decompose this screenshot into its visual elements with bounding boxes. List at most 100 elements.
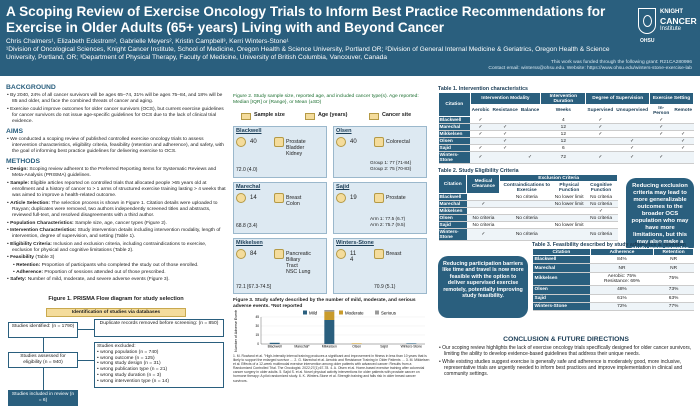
table-cell: ✓ xyxy=(490,123,520,131)
table-cell: ✓ xyxy=(672,130,694,138)
panel-groups: Arm 1: 77.5 (6.7) Arm 2: 75.7 (9.5) xyxy=(370,216,406,227)
table-cell xyxy=(585,137,615,145)
methods-heading: METHODS xyxy=(6,158,40,166)
figure3-caption: Figure 3. Study safety described by the … xyxy=(233,298,416,309)
table-row: Olsen No criteria No criteria No criteria xyxy=(438,214,618,222)
methods-bullet: • Design: Scoping review adherent to the… xyxy=(7,167,217,179)
table-cell: ✓ xyxy=(490,137,520,145)
table-row: Sajid 61% 63% xyxy=(532,294,694,303)
table-subheader: Balance xyxy=(518,104,542,117)
bullet-text: Exercise could improve outcomes for olde… xyxy=(10,106,224,124)
table-cell xyxy=(614,130,650,138)
person-icon xyxy=(236,193,246,203)
bullet-text: While existing studies suggest exercise … xyxy=(442,358,683,378)
reason-text: wrong intervention type (n = 14) xyxy=(100,378,169,384)
middle-column: Figure 2. Study sample size, reported ag… xyxy=(233,88,431,418)
table-cell xyxy=(585,144,615,152)
bullet-text: (Table 3) xyxy=(35,255,55,261)
poster-header: A Scoping Review of Exercise Oncology Tr… xyxy=(0,0,700,76)
arrow-down xyxy=(43,368,44,390)
legend-swatch xyxy=(303,310,307,315)
table-cell: 12 xyxy=(540,130,586,138)
table-row: Marechal ✓ No lower limit No criteria xyxy=(438,200,618,208)
table-cell: 12 xyxy=(540,123,586,131)
methods-bullet: • Article Selection: The selection proce… xyxy=(7,200,218,218)
excluded-reason: • wrong intervention type (n = 14) xyxy=(97,378,169,384)
contact-text: Contact email: winterss@ohsu.edu. Websit… xyxy=(488,65,692,71)
table-cell: 63% xyxy=(653,294,694,303)
panel-cancer: Breast Colon xyxy=(286,195,302,207)
row-citation: Mikkelsen xyxy=(438,207,467,215)
table-row: Sajid ✓ ✓ 6 ✓ ✓ xyxy=(438,144,694,152)
poster-title: A Scoping Review of Exercise Oncology Tr… xyxy=(6,4,606,35)
bullet-label: Sample: xyxy=(10,180,30,186)
table-cell xyxy=(672,151,694,164)
panel-size: 40 xyxy=(250,139,257,145)
table3-caption: Table 3. Feasibility described by study … xyxy=(532,242,686,248)
bar-segment xyxy=(351,343,362,344)
table-cell xyxy=(649,137,673,145)
conclusion-bullet: • While existing studies suggest exercis… xyxy=(439,358,683,378)
table-cell: ✓ xyxy=(519,151,541,164)
table-cell: 77% xyxy=(653,302,694,312)
row-citation: Sajid xyxy=(438,221,467,229)
table-cell xyxy=(519,144,541,152)
bullet-label: Eligibility Criteria: xyxy=(10,241,52,247)
included-box: Studies included in review (n = 6) xyxy=(8,390,78,406)
ribbon-icon xyxy=(374,137,384,147)
table-header: Intervention Duration xyxy=(540,92,587,105)
table-header: Degree of Supervision xyxy=(585,92,651,105)
table-row: Blackwell No criteria No lower limit No cri… xyxy=(438,193,618,201)
panel-size: 14 xyxy=(250,195,257,201)
panel-name: Blackwell xyxy=(236,128,262,134)
ribbon-icon xyxy=(374,193,384,203)
excluded-title: Studies excluded: xyxy=(97,344,136,349)
table-cell xyxy=(470,137,491,145)
background-heading: BACKGROUND xyxy=(6,84,56,91)
excluded-reason: • wrong publication type (n = 21) xyxy=(97,367,168,373)
table-cell xyxy=(519,123,541,131)
table-row: Marechal ✓ ✓ 12 ✓ ✓ xyxy=(438,123,694,131)
person-icon xyxy=(236,249,246,259)
table-cell: ✓ xyxy=(649,116,673,124)
study-panel-olsen: Olsen 40 Colorectal Group 1: 77 {71-84} … xyxy=(333,126,427,178)
bullet-text: Inclusion and exclusion criteria, includ… xyxy=(12,241,207,253)
table1-block: Table 1. Intervention characteristics Ci… xyxy=(438,86,694,164)
table-row: Mikkelsen Aerobic: 75% Resistance: 69% 75% xyxy=(532,272,694,287)
ribbon-icon xyxy=(374,249,384,259)
table-header: Citation xyxy=(438,92,471,117)
table-cell xyxy=(499,221,554,229)
table-cell: 73% xyxy=(653,285,694,295)
table-cell xyxy=(614,116,650,124)
table-row: Winters-Stone ✓ No criteria No criteria xyxy=(438,228,618,241)
table-cell: 61% xyxy=(590,294,654,303)
figure2-legend: Sample size Age (years) Cancer site xyxy=(233,112,431,122)
row-citation: Marechal xyxy=(438,123,471,131)
study-panel-sajid: Sajid 19 Prostate Arm 1: 77.5 (6.7) Arm … xyxy=(333,182,427,234)
identification-banner: Identification of studies via databases xyxy=(46,308,186,317)
table-header: Adherence xyxy=(589,248,655,256)
table-cell: ✓ xyxy=(466,228,500,241)
table-subheader: Weeks xyxy=(540,104,587,117)
bar-segment xyxy=(406,343,417,344)
table-subheader-row: Aerobic Resistance Balance Weeks Supervised U… xyxy=(439,104,694,117)
methods-bullet: • Eligibility Criteria: Inclusion and ex… xyxy=(7,241,207,253)
table-cell: ✓ xyxy=(490,130,520,138)
table-header-row: Citation Adherence Retention xyxy=(532,248,694,256)
callout-remote: Reducing participation barriers like tim… xyxy=(438,256,528,318)
y-tick-label: 15 xyxy=(255,333,259,337)
table-cell: ✓ xyxy=(649,151,673,164)
methods-bullet: • Intervention Characteristics: Study in… xyxy=(7,228,221,240)
table-cell: No lower limit xyxy=(553,193,585,201)
ribbon-icon xyxy=(274,137,284,147)
table-cell: ✓ xyxy=(614,137,650,145)
panel-name: Sajid xyxy=(336,184,350,190)
reason-text: wrong outcome (n = 125) xyxy=(100,355,155,361)
table2-block: Table 2. Study Eligibility Criteria Cita… xyxy=(437,168,618,241)
logo-line1: KNIGHT xyxy=(660,9,683,15)
table-row: Sajid No criteria No lower limit xyxy=(438,221,618,229)
background-bullet: • By 2040, 24% of all cancer survivors w… xyxy=(7,93,223,105)
row-citation: Winters-Stone xyxy=(438,151,471,164)
table-cell: ✓ xyxy=(672,144,694,152)
table-row: Winters-Stone 72% 77% xyxy=(532,302,694,312)
